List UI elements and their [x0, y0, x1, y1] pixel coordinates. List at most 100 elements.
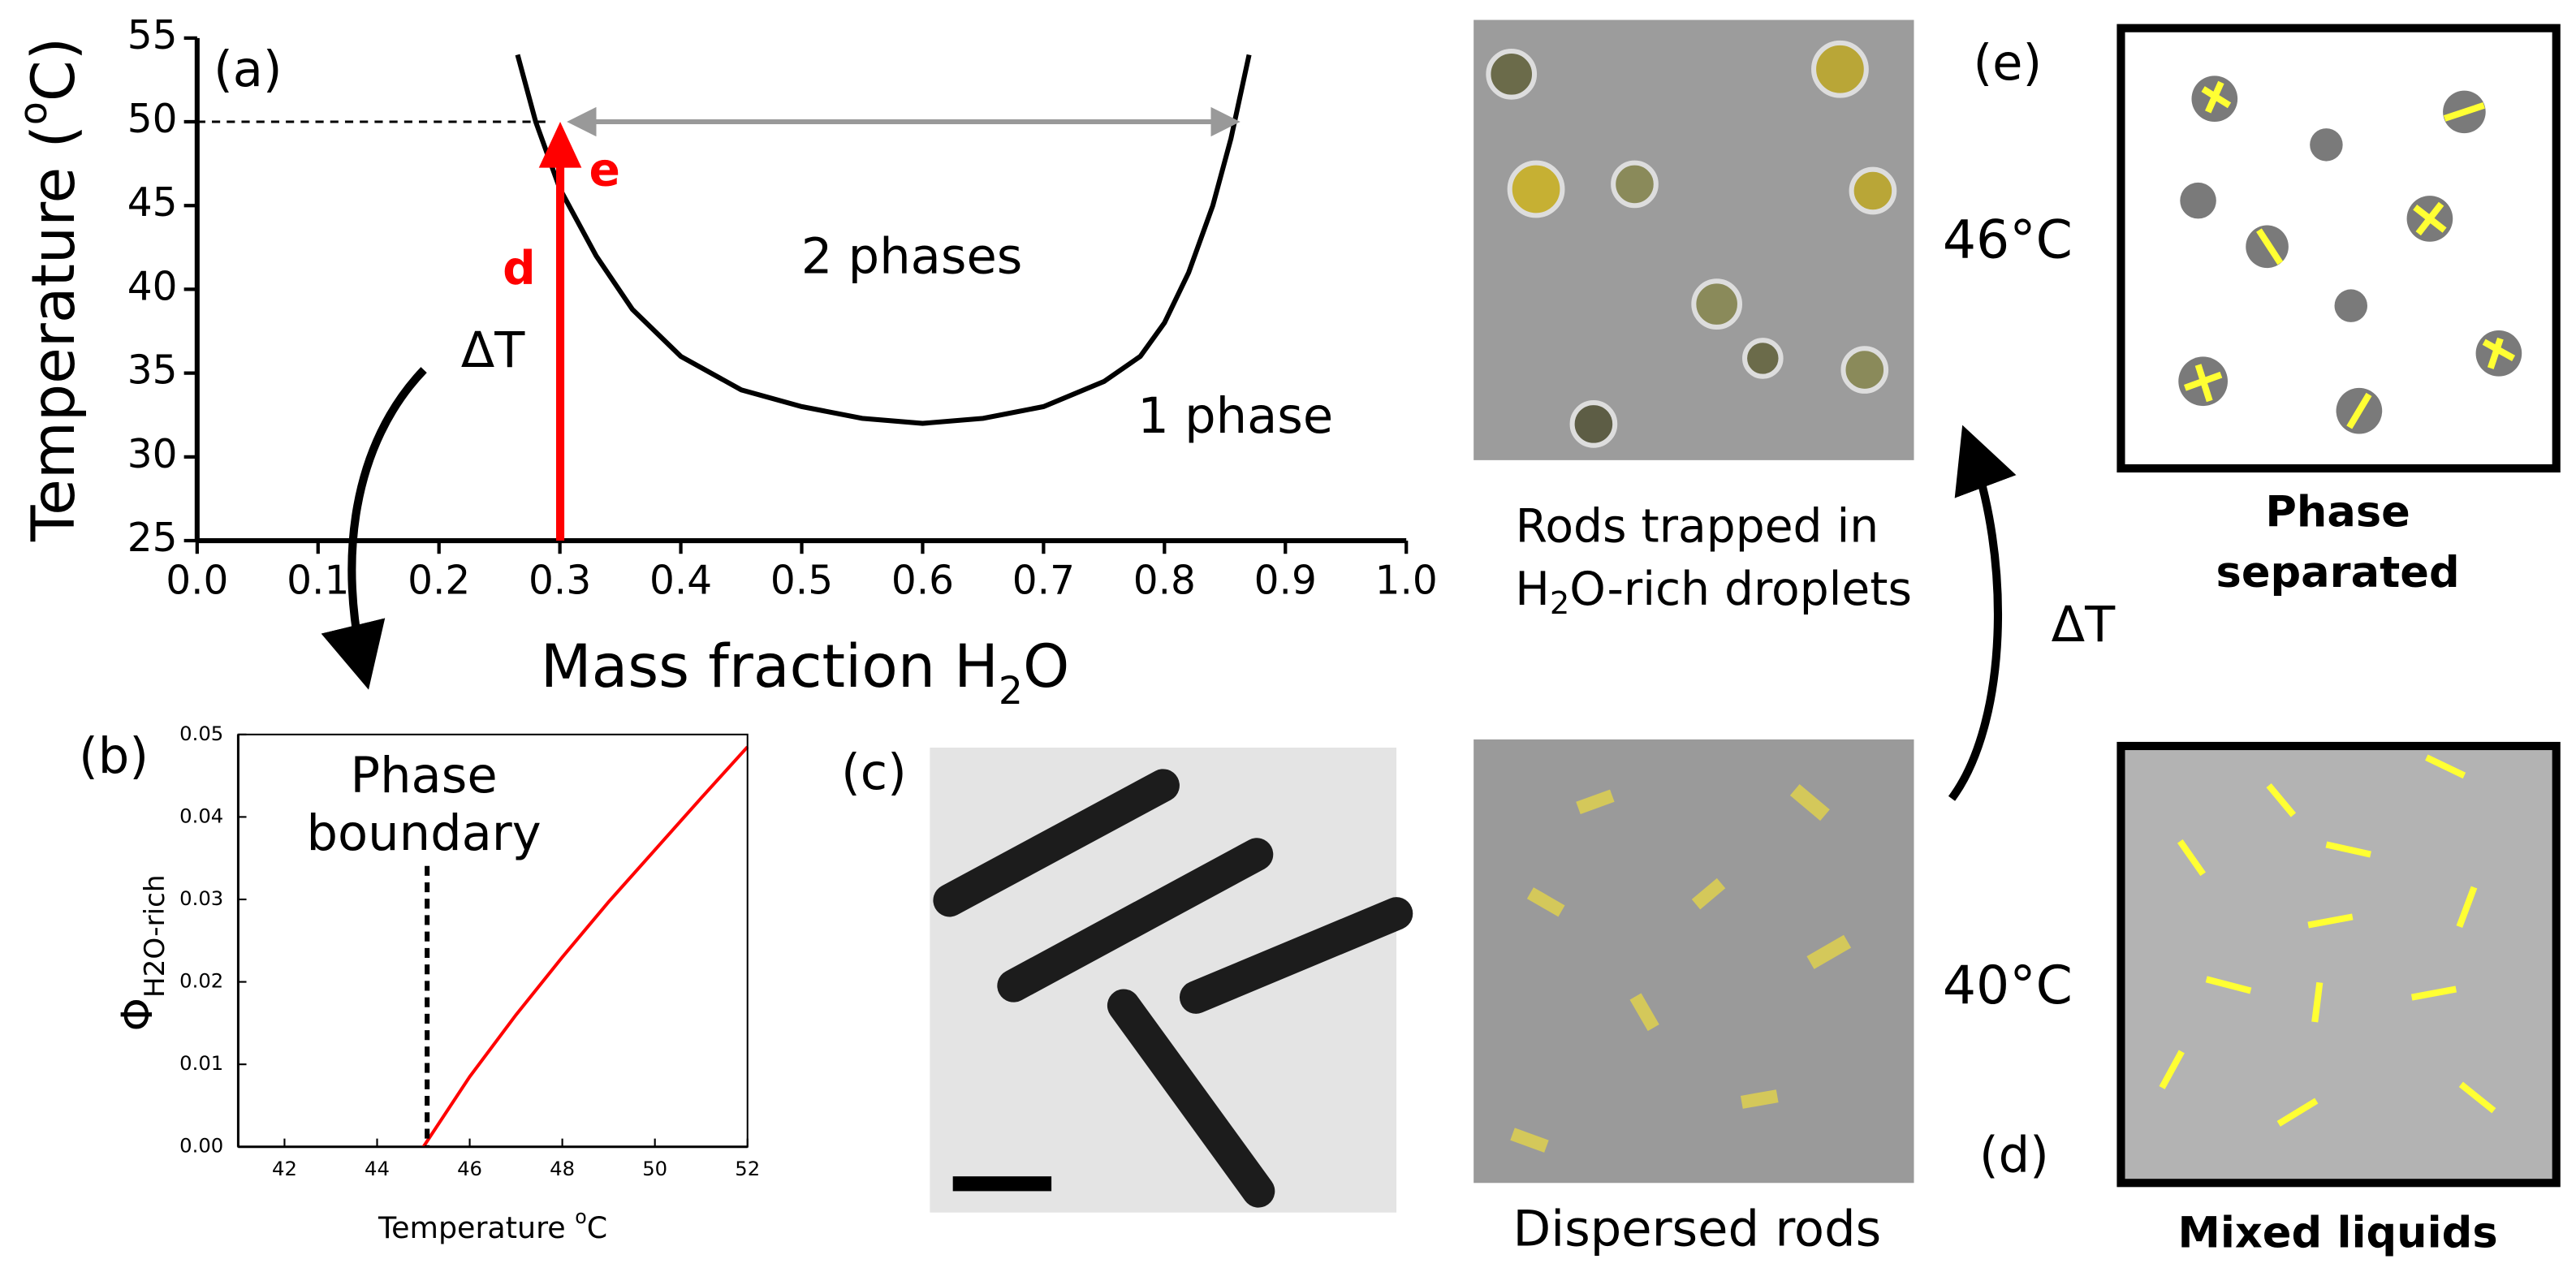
droplet — [1569, 400, 1618, 448]
panel-label: (e) — [1973, 35, 2042, 92]
y-tick-label: 0.01 — [179, 1051, 223, 1075]
annotation: Phase — [350, 748, 497, 804]
x-tick-label: 0.3 — [529, 558, 591, 604]
rod-icon — [2415, 201, 2444, 236]
caption-part: H — [1515, 562, 1550, 615]
x-tick-label: 1.0 — [1375, 558, 1438, 604]
plot-frame — [237, 733, 749, 1148]
x-axis-label-part: o — [575, 1205, 586, 1227]
delta-t: ΔT — [2052, 597, 2116, 653]
x-tick-label: 0.2 — [408, 558, 470, 604]
rod-icon — [2159, 1050, 2185, 1089]
droplets — [1486, 40, 1897, 448]
rod-blob — [1691, 878, 1726, 910]
annotation: 2 phases — [801, 229, 1023, 286]
droplet — [1840, 346, 1889, 394]
x-axis-label-part: Mass fraction H — [541, 632, 999, 701]
rod-icon — [2205, 80, 2224, 114]
x-tick-label: 52 — [735, 1157, 760, 1180]
x-axis-label-part: C — [587, 1210, 607, 1244]
dispersed-rods — [1510, 783, 1852, 1153]
rod-icon — [2266, 783, 2297, 817]
temperature-label: 40°C — [1943, 955, 2073, 1016]
x-tick-label: 46 — [457, 1157, 482, 1180]
x-tick-label: 0.4 — [649, 558, 712, 604]
temperature-label: 46°C — [1943, 209, 2073, 270]
panel-label: (c) — [841, 744, 907, 801]
scale-bar — [952, 1176, 1052, 1192]
x-tick-label: 0.7 — [1012, 558, 1075, 604]
rod — [997, 838, 1274, 1003]
panel-label: (d) — [1979, 1128, 2049, 1184]
rod-icon — [2325, 841, 2371, 858]
curved-arrow — [321, 367, 427, 690]
droplet — [1611, 160, 1659, 209]
rod-icon — [2311, 981, 2324, 1023]
panel-label: (b) — [79, 728, 149, 785]
y-tick-label: 55 — [127, 13, 178, 58]
rod-icon — [2487, 337, 2504, 369]
rod-icon — [2307, 913, 2354, 929]
y-axis-label: Temperature (oC) — [11, 37, 88, 542]
rod-blob — [1526, 887, 1565, 917]
rod-blob — [1510, 1128, 1549, 1153]
caption: H2O-rich droplets — [1515, 562, 1912, 621]
caption: separated — [2216, 548, 2460, 597]
droplet — [1849, 166, 1897, 215]
y-tick-label: 0.04 — [179, 804, 223, 827]
x-tick-label: 42 — [272, 1157, 297, 1180]
x-tick-label: 0.0 — [166, 558, 228, 604]
panel-label: (a) — [214, 41, 283, 98]
x-tick-label: 0.5 — [770, 558, 833, 604]
trapped-rods — [2184, 80, 2516, 429]
y-axis-label-part: C) — [19, 37, 88, 101]
rod-blob — [1806, 934, 1852, 969]
curved-arrow — [1948, 425, 2017, 801]
caption: Mixed liquids — [2177, 1209, 2497, 1258]
droplet — [1742, 338, 1784, 379]
x-tick-label: 0.6 — [891, 558, 954, 604]
rod-blob — [1740, 1089, 1779, 1109]
y-axis-label: ΦH2O-rich — [113, 874, 171, 1031]
y-axis-label-part: H2O-rich — [139, 874, 171, 998]
rod-icon — [2425, 754, 2466, 779]
rod-icon — [2177, 839, 2206, 877]
rod-icon — [2443, 101, 2485, 122]
y-tick-label: 0.02 — [179, 969, 223, 993]
rod-icon — [2410, 985, 2457, 1001]
x-tick-label: 0.8 — [1133, 558, 1196, 604]
y-axis-label-part: o — [11, 101, 55, 125]
x-tick-label: 0.1 — [287, 558, 349, 604]
rod-blob — [1629, 993, 1659, 1032]
x-axis-label-part: 2 — [999, 668, 1023, 713]
caption: Rods trapped in — [1516, 499, 1879, 553]
y-tick-label: 0.05 — [179, 722, 223, 745]
x-tick-label: 44 — [365, 1157, 390, 1180]
annotation: e — [589, 143, 619, 196]
annotation: d — [503, 242, 536, 295]
x-axis-label: Mass fraction H2O — [541, 632, 1070, 713]
rod-icon — [2205, 976, 2252, 994]
rod-blob — [1576, 789, 1615, 815]
micrograph-bottom — [1474, 739, 1914, 1184]
caption: Dispersed rods — [1513, 1201, 1882, 1258]
x-tick-label: 48 — [550, 1157, 575, 1180]
annotation: ΔT — [461, 322, 526, 379]
y-tick-label: 25 — [127, 515, 178, 561]
y-tick-label: 30 — [127, 432, 178, 477]
droplet — [1691, 278, 1743, 330]
rod-icon — [2346, 392, 2372, 429]
x-axis-label-part: Temperature — [378, 1210, 575, 1244]
rod — [933, 769, 1180, 917]
droplet — [1811, 40, 1869, 98]
red-arrowhead — [538, 122, 582, 168]
annotation: 1 phase — [1137, 388, 1333, 445]
droplet-icon — [2334, 289, 2368, 322]
rod-icon — [2458, 1081, 2496, 1114]
y-tick-label: 0.00 — [179, 1134, 223, 1158]
rod-icon — [2456, 886, 2478, 929]
rod-icon — [2256, 228, 2284, 265]
data-line — [421, 745, 749, 1148]
